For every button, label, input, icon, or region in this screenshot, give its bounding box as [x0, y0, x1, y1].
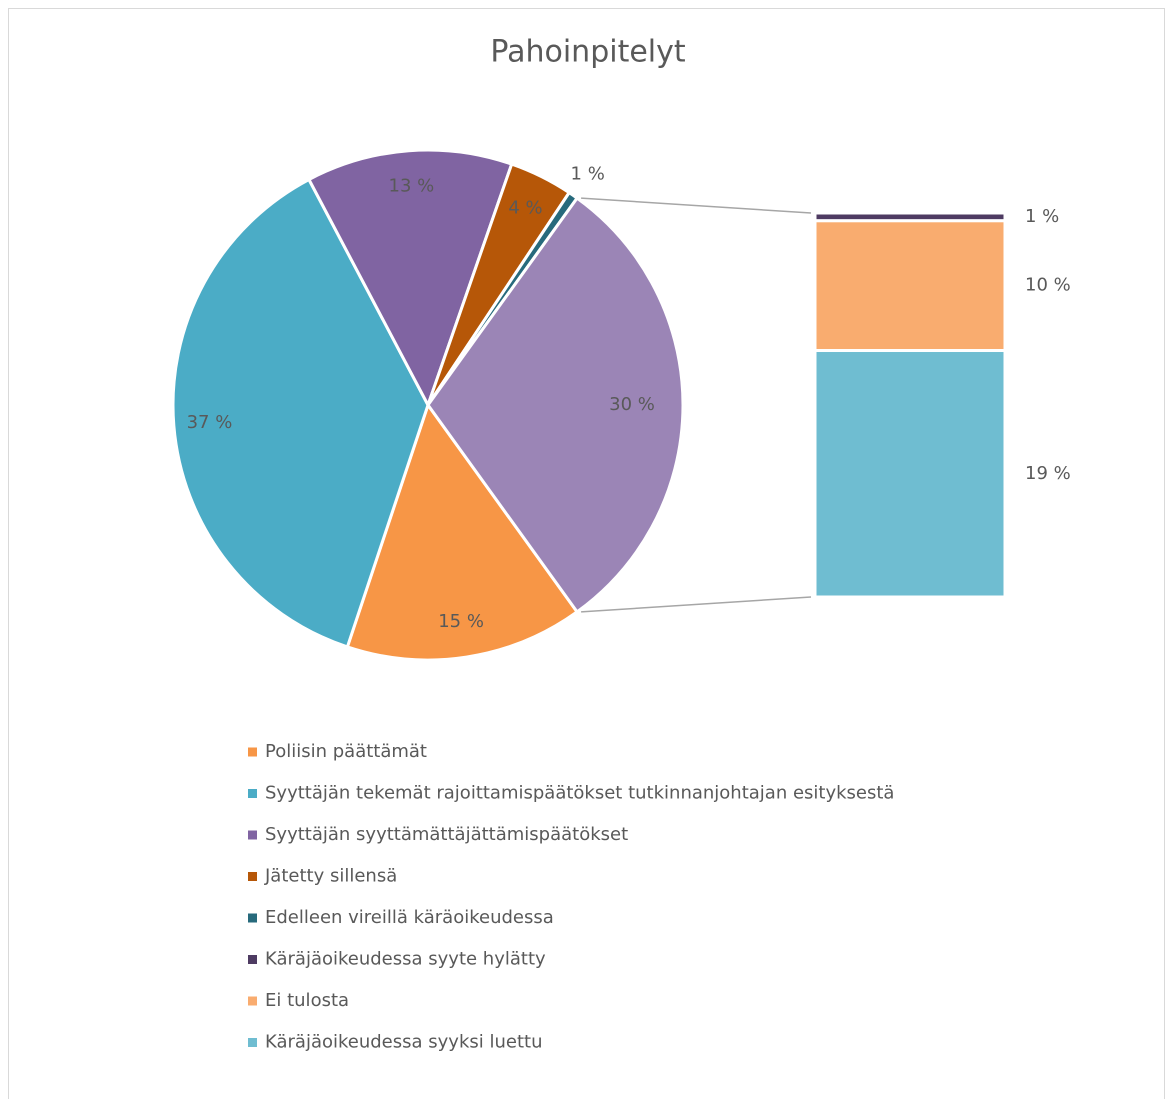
data-label: 1 %	[571, 163, 605, 184]
legend-swatch	[248, 789, 257, 798]
legend-label: Jätetty sillensä	[264, 866, 397, 887]
data-label: 13 %	[389, 175, 435, 196]
chart-title: Pahoinpitelyt	[490, 35, 686, 70]
legend-swatch	[248, 1038, 257, 1047]
data-label: 4 %	[508, 198, 542, 219]
data-label: 30 %	[609, 394, 655, 415]
pie-slice	[171, 177, 430, 649]
legend-label: Poliisin päättämät	[265, 741, 427, 762]
legend-swatch	[248, 913, 257, 923]
data-label: 15 %	[438, 611, 484, 632]
legend-label: Syyttäjän tekemät rajoittamispäätökset t…	[265, 783, 894, 804]
data-label: 1 %	[1025, 206, 1059, 227]
data-label: 19 %	[1025, 463, 1071, 484]
legend-swatch	[248, 830, 257, 840]
legend-label: Ei tulosta	[265, 990, 349, 1011]
legend-label: Edelleen vireillä käräoikeudessa	[265, 907, 554, 928]
data-label: 10 %	[1025, 275, 1071, 296]
bar-segment	[813, 219, 1007, 353]
connector-line	[581, 197, 812, 214]
legend-swatch	[248, 955, 257, 964]
legend-label: Käräjäoikeudessa syyksi luettu	[265, 1032, 542, 1053]
bar-segment	[813, 349, 1007, 599]
legend-swatch	[248, 996, 257, 1006]
legend-label: Käräjäoikeudessa syyte hylätty	[265, 949, 546, 970]
connector-line	[581, 596, 812, 613]
legend-swatch	[248, 872, 257, 881]
legend-label: Syyttäjän syyttämättäjättämispäätökset	[265, 824, 628, 845]
pie-slice	[345, 401, 580, 662]
legend-swatch	[248, 747, 257, 757]
pie-slice-other	[426, 196, 685, 614]
data-label: 37 %	[187, 412, 233, 433]
pie-slice	[306, 148, 514, 409]
